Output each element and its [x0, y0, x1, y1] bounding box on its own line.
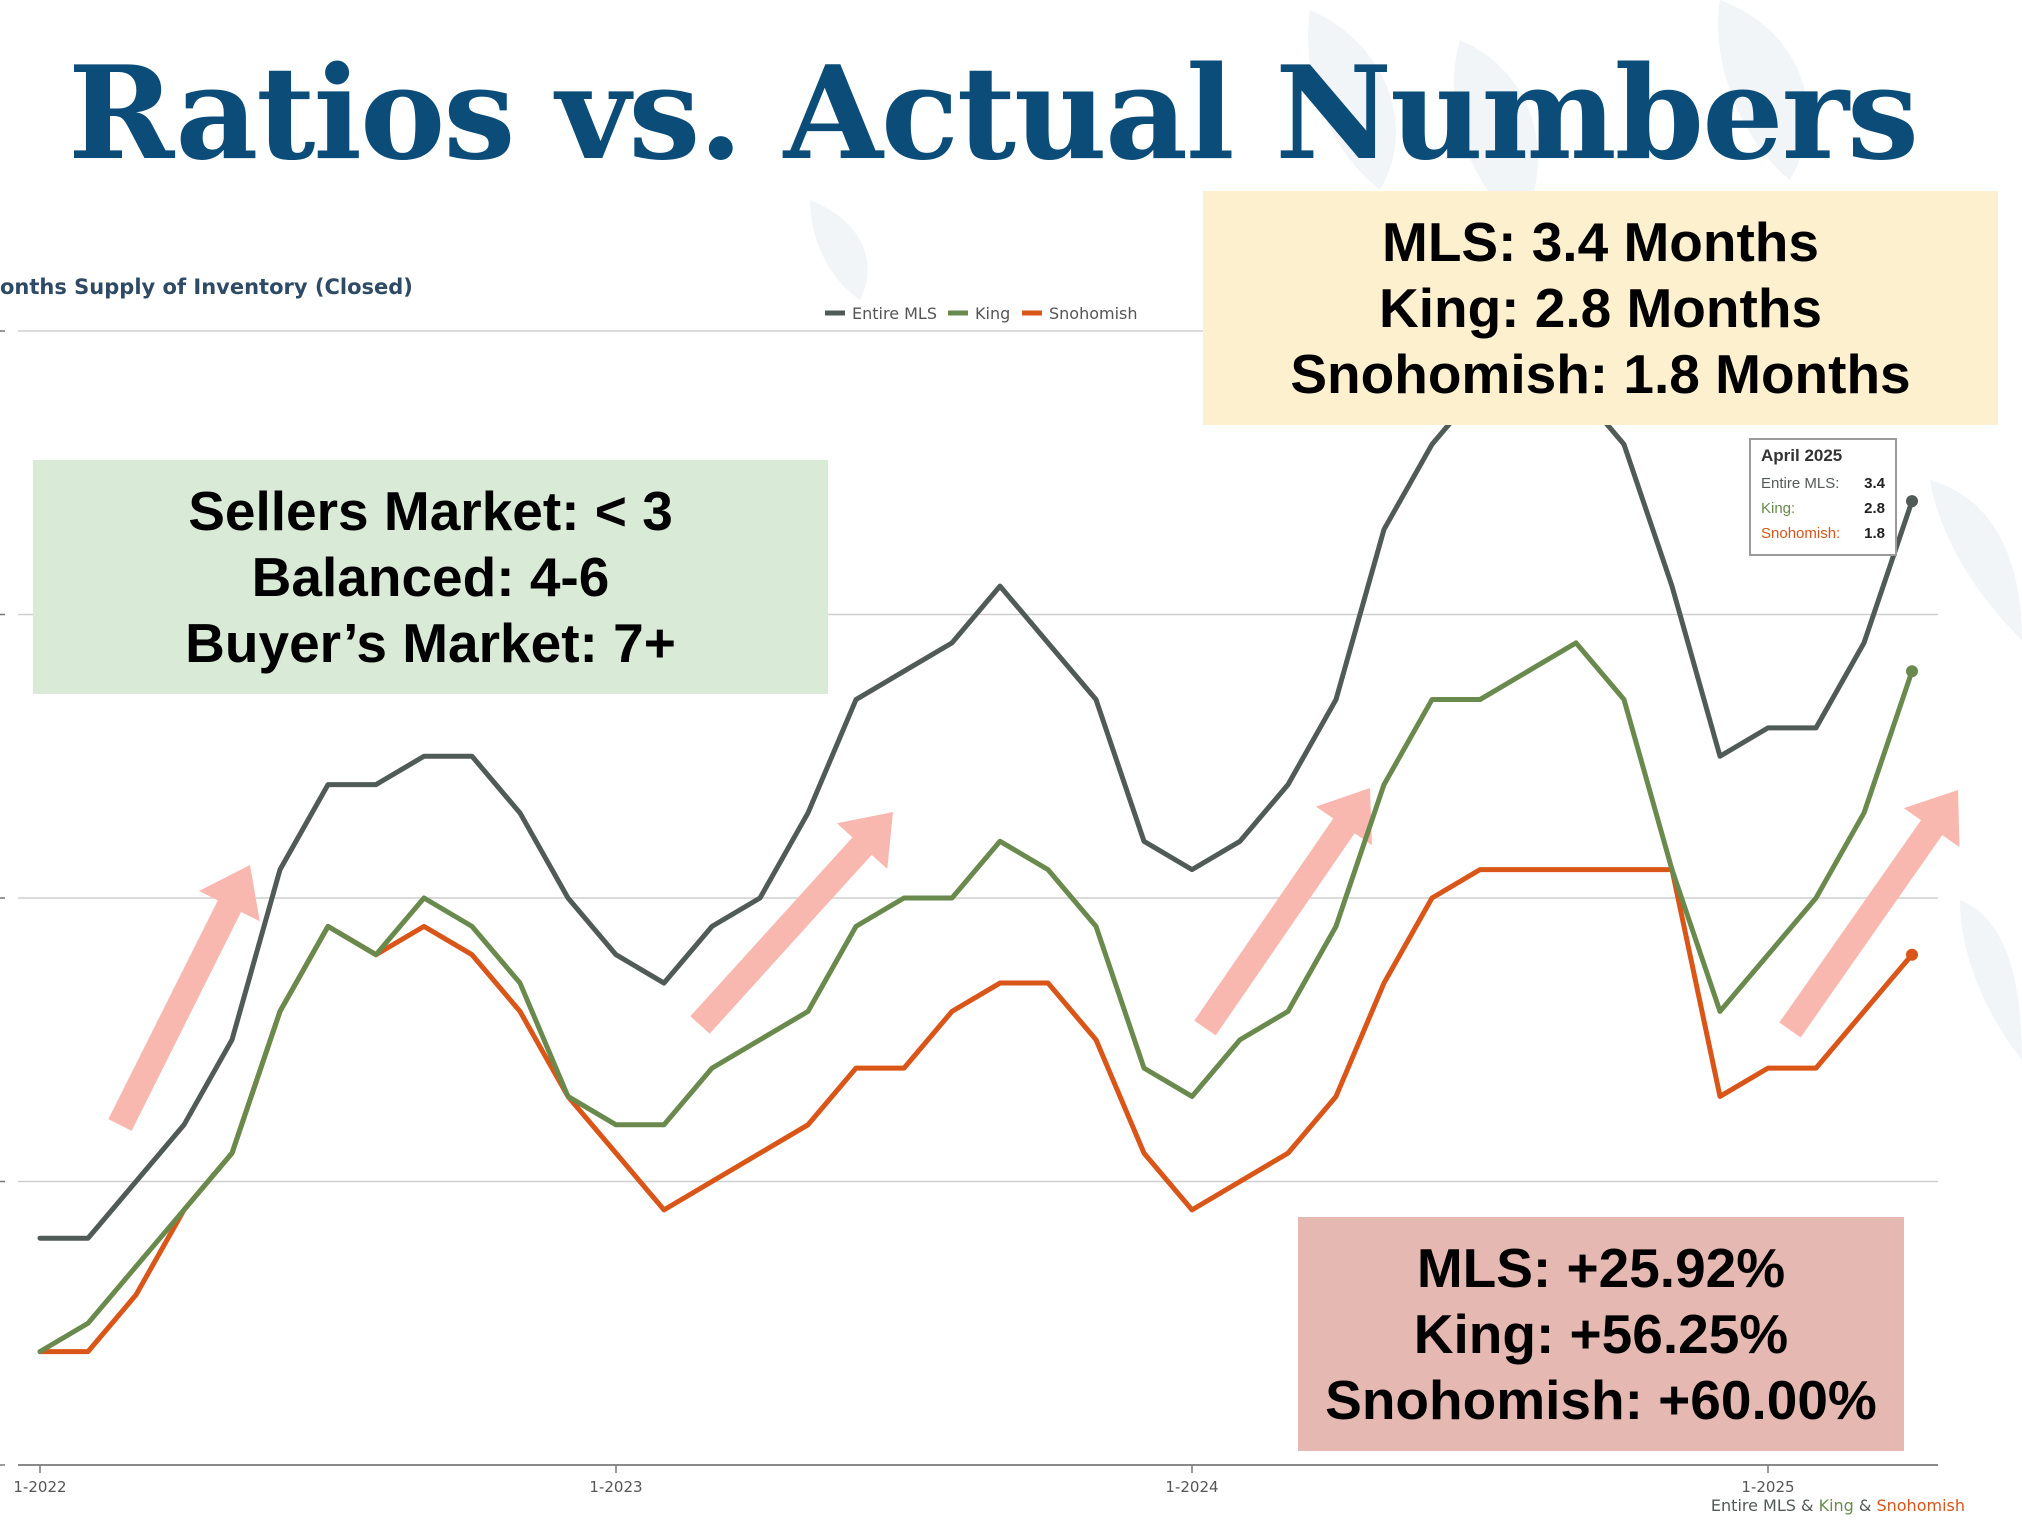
percent-change-callout: MLS: +25.92% King: +56.25% Snohomish: +6…	[1298, 1217, 1904, 1451]
snohomish-months-line: Snohomish: 1.8 Months	[1290, 343, 1911, 405]
watermark-leaf	[1930, 480, 2022, 640]
series-line-king	[37, 640, 1915, 1355]
footer-snohomish: Snohomish	[1876, 1496, 1965, 1515]
x-tick-label: 1-2022	[13, 1478, 66, 1496]
mls-months-line: MLS: 3.4 Months	[1382, 211, 1819, 273]
tooltip-row-snohomish: Snohomish: 1.8	[1761, 521, 1885, 546]
watermark-leaf	[1718, 0, 1808, 180]
chart-legend: Entire MLS King Snohomish	[825, 304, 1138, 323]
tooltip-label: Entire MLS:	[1761, 475, 1840, 492]
current-months-callout: MLS: 3.4 Months King: 2.8 Months Snohomi…	[1203, 191, 1998, 425]
tooltip-value: 3.4	[1864, 475, 1885, 492]
king-change-line: King: +56.25%	[1413, 1303, 1789, 1365]
watermark-leaf	[1960, 900, 2022, 1060]
tooltip-row-king: King: 2.8	[1761, 496, 1885, 521]
trend-arrow	[108, 865, 260, 1131]
legend-label: King	[975, 304, 1010, 323]
balanced-market-line: Balanced: 4-6	[251, 546, 610, 608]
snohomish-change-line: Snohomish: +60.00%	[1325, 1369, 1877, 1431]
trend-arrows	[108, 788, 1960, 1131]
x-axis: 1-2022 1-2023 1-2024 1-2025	[13, 1465, 1795, 1496]
trend-arrow	[690, 812, 893, 1034]
tooltip-label: Snohomish:	[1761, 525, 1841, 542]
legend-item: Snohomish	[1022, 304, 1138, 323]
king-months-line: King: 2.8 Months	[1378, 277, 1823, 339]
series-end-point	[1906, 665, 1918, 678]
legend-item: King	[948, 304, 1010, 323]
tooltip-value: 1.8	[1864, 525, 1885, 542]
sellers-market-line: Sellers Market: < 3	[188, 480, 673, 542]
y-axis-ticks	[0, 330, 5, 1466]
x-tick-label: 1-2024	[1165, 1478, 1218, 1496]
market-definitions-callout: Sellers Market: < 3 Balanced: 4-6 Buyer’…	[33, 460, 828, 694]
legend-label: Snohomish	[1049, 304, 1138, 323]
trend-arrow	[1779, 790, 1960, 1038]
trend-arrow	[1194, 788, 1372, 1036]
footer-sep-1: &	[1796, 1496, 1819, 1515]
series-end-point	[1906, 948, 1918, 961]
watermark-leaf	[810, 200, 868, 300]
buyers-market-line: Buyer’s Market: 7+	[185, 612, 676, 674]
watermark-leaf	[1308, 10, 1396, 190]
x-tick-label: 1-2023	[589, 1478, 642, 1496]
mls-change-line: MLS: +25.92%	[1416, 1237, 1786, 1299]
legend-item: Entire MLS	[825, 304, 937, 323]
footer-king: King	[1819, 1496, 1854, 1515]
footer-entire-mls: Entire MLS	[1711, 1496, 1796, 1515]
background-leaf-watermark	[810, 0, 2022, 1060]
series-end-point	[1906, 495, 1918, 508]
page-title: Ratios vs. Actual Numbers	[68, 39, 1919, 189]
legend-label: Entire MLS	[852, 304, 937, 323]
tooltip-label: King:	[1761, 500, 1796, 517]
x-tick-label: 1-2025	[1741, 1478, 1794, 1496]
watermark-leaf	[1453, 40, 1538, 230]
chart-tooltip: April 2025 Entire MLS: 3.4 King: 2.8 Sno…	[1749, 438, 1897, 556]
footer-sep-2: &	[1854, 1496, 1877, 1515]
tooltip-row-entire-mls: Entire MLS: 3.4	[1761, 471, 1885, 496]
chart-footer: Entire MLS & King & Snohomish	[1711, 1496, 1965, 1515]
chart-title: onths Supply of Inventory (Closed)	[0, 275, 413, 299]
tooltip-title: April 2025	[1761, 446, 1843, 465]
tooltip-value: 2.8	[1864, 500, 1885, 517]
